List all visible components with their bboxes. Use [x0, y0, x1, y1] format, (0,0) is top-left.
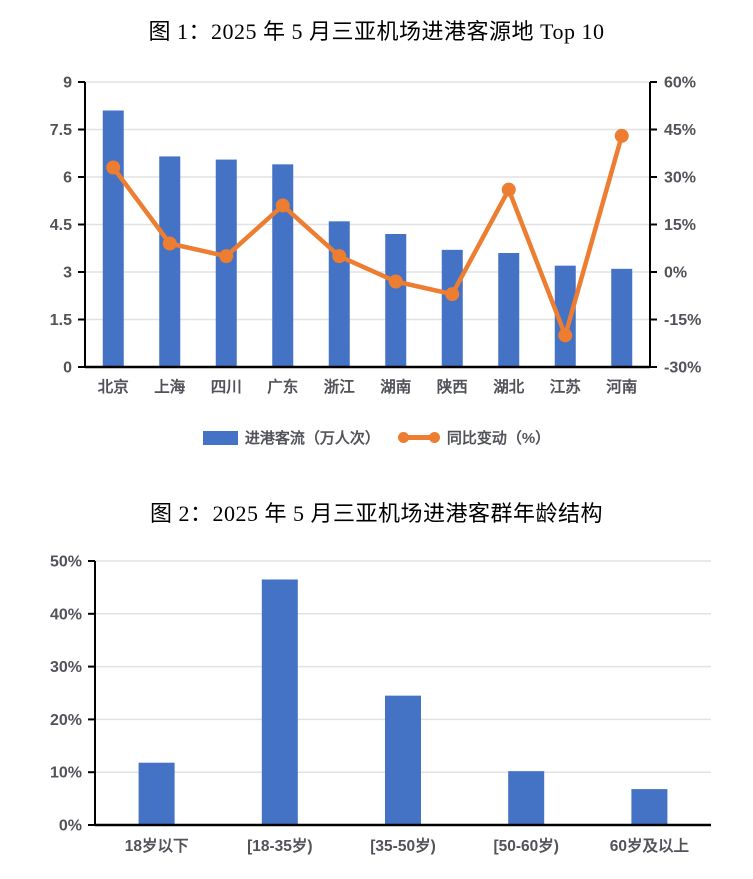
bar-swatch-icon [202, 430, 238, 445]
fig2-category-label: [50-60岁) [493, 836, 558, 855]
fig2-category-label: 18岁以下 [125, 836, 189, 855]
fig1-bar-陕西 [441, 249, 463, 367]
fig1-bar-江苏 [554, 265, 576, 367]
line-dot-icon [397, 432, 409, 443]
fig1-marker-北京 [106, 160, 121, 175]
fig1-right-tick-label: 30% [664, 170, 696, 187]
fig1-category-label: 四川 [211, 379, 242, 396]
line-segment-icon [406, 435, 431, 440]
figure-1-title: 图 1：2025 年 5 月三亚机场进港客源地 Top 10 [148, 19, 605, 44]
fig1-marker-湖南 [388, 274, 403, 289]
fig2-left-tick-label: 30% [50, 659, 82, 676]
fig1-marker-浙江 [332, 249, 347, 264]
legend-item-bar-series: 进港客流（万人次） [202, 427, 380, 448]
fig1-bar-四川 [215, 159, 237, 367]
fig1-marker-河南 [614, 128, 629, 143]
fig1-right-tick-label: 45% [664, 122, 696, 139]
fig1-category-label: 浙江 [324, 377, 356, 396]
fig1-category-label: 北京 [98, 377, 129, 396]
fig1-left-tick-label: 1.5 [50, 312, 72, 329]
fig2-left-tick-label: 0% [59, 818, 82, 835]
fig2-left-tick-label: 20% [50, 712, 82, 729]
fig1-category-label: 江苏 [550, 377, 582, 396]
fig2-category-label: [35-50岁) [370, 836, 435, 855]
fig1-right-tick-label: 60% [664, 75, 696, 92]
fig1-category-label: 湖北 [493, 378, 525, 396]
fig1-marker-四川 [219, 249, 234, 264]
line-marker-swatch-icon [397, 432, 440, 443]
fig1-bar-北京 [102, 110, 124, 367]
fig1-marker-江苏 [558, 328, 573, 343]
fig2-bar-[50-60岁) [508, 771, 545, 825]
legend-item-line-series: 同比变动（%） [386, 427, 550, 448]
fig2-left-tick-label: 10% [50, 765, 82, 782]
fig1-bar-上海 [159, 156, 181, 367]
fig2-bar-[35-50岁) [385, 695, 421, 825]
fig1-right-tick-label: -30% [664, 360, 701, 377]
fig1-bar-河南 [611, 268, 633, 367]
fig1-left-tick-label: 6 [63, 170, 72, 187]
fig1-right-tick-label: 0% [664, 265, 687, 282]
fig1-left-tick-label: 7.5 [50, 122, 72, 139]
fig1-right-tick-label: -15% [664, 312, 701, 329]
fig2-category-label: [18-35岁) [247, 836, 312, 855]
fig1-category-label: 上海 [154, 377, 186, 396]
figure-1-chart: 9 7.5 6 4.5 3 1.5 0 60% 45% 30% 15% 0% -15% -30% 北京 上海 四… [50, 75, 702, 397]
fig2-bar-18岁以下 [138, 762, 175, 825]
fig1-category-label: 河南 [606, 377, 637, 396]
fig1-bar-浙江 [328, 221, 350, 367]
fig1-left-tick-label: 0 [63, 360, 72, 377]
fig2-bar-60岁及以上 [631, 789, 668, 825]
figure-2-title: 图 2：2025 年 5 月三亚机场进港客群年龄结构 [149, 501, 603, 526]
fig1-category-label: 广东 [267, 377, 298, 396]
fig1-marker-广东 [275, 198, 290, 213]
fig1-marker-陕西 [445, 287, 460, 302]
fig1-bar-广东 [272, 164, 294, 367]
fig1-marker-湖北 [501, 182, 516, 197]
fig1-left-tick-label: 4.5 [50, 217, 72, 234]
fig2-bar-[18-35岁) [261, 579, 298, 825]
fig2-category-label: 60岁及以上 [610, 836, 690, 855]
fig1-category-label: 陕西 [437, 377, 468, 396]
fig2-left-tick-label: 50% [50, 554, 82, 571]
fig1-bar-湖南 [385, 234, 407, 367]
fig1-left-tick-label: 9 [63, 75, 72, 92]
figure-1-legend: 进港客流（万人次） 同比变动（%） [0, 427, 753, 448]
fig2-left-tick-label: 40% [50, 606, 82, 623]
fig1-bar-湖北 [498, 253, 520, 367]
fig1-right-tick-label: 15% [664, 217, 696, 234]
legend-line-label: 同比变动（%） [446, 430, 551, 447]
fig1-left-tick-label: 3 [63, 265, 72, 282]
legend-bar-label: 进港客流（万人次） [244, 430, 380, 447]
line-dot-icon [428, 432, 440, 443]
fig1-marker-上海 [162, 236, 177, 251]
fig1-line-series [111, 133, 624, 338]
figure-2-chart: 0% 10% 20% 30% 40% 50% 18岁以下 [18-35岁) [35-50岁) [5… [50, 554, 711, 855]
fig1-category-label: 湖南 [380, 377, 411, 396]
